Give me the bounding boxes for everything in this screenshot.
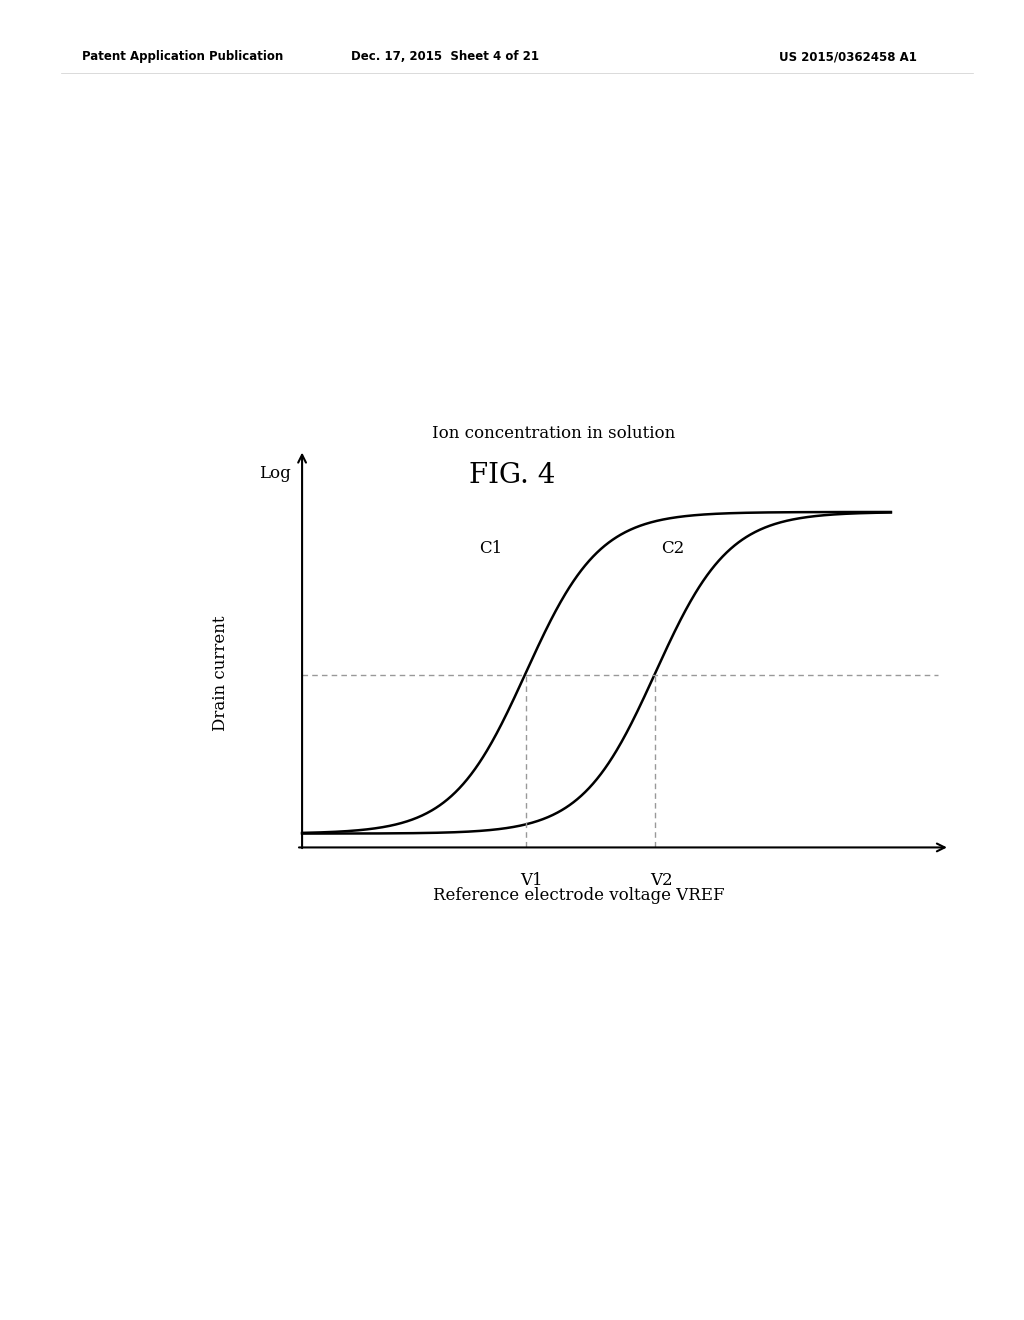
Text: C2: C2 xyxy=(662,540,685,557)
Text: V2: V2 xyxy=(650,871,673,888)
Text: Dec. 17, 2015  Sheet 4 of 21: Dec. 17, 2015 Sheet 4 of 21 xyxy=(351,50,540,63)
Text: Ion concentration in solution: Ion concentration in solution xyxy=(432,425,675,442)
Text: Log: Log xyxy=(259,466,291,482)
Text: Drain current: Drain current xyxy=(212,615,228,731)
Text: V1: V1 xyxy=(520,871,543,888)
Text: US 2015/0362458 A1: US 2015/0362458 A1 xyxy=(778,50,916,63)
Text: C1: C1 xyxy=(479,540,502,557)
Text: Reference electrode voltage VREF: Reference electrode voltage VREF xyxy=(433,887,724,904)
Text: FIG. 4: FIG. 4 xyxy=(469,462,555,488)
Text: Patent Application Publication: Patent Application Publication xyxy=(82,50,284,63)
